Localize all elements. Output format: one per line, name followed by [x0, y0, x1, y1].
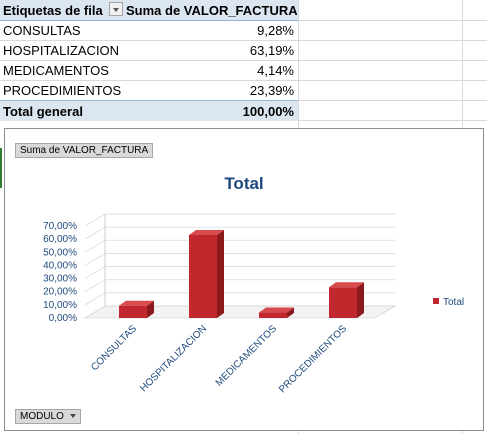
x-tick-label: PROCEDIMIENTOS [277, 323, 349, 395]
pivot-row[interactable]: HOSPITALIZACION 63,19% [0, 40, 298, 60]
total-label: Total general [3, 104, 83, 119]
row-labels-header[interactable]: Etiquetas de fila [3, 3, 103, 18]
value-field-button[interactable]: Suma de VALOR_FACTURA [15, 143, 154, 158]
row-label: HOSPITALIZACION [3, 43, 120, 58]
x-tick-label: CONSULTAS [89, 323, 139, 373]
bar-side [287, 307, 294, 318]
pivot-total-row[interactable]: Total general 100,00% [0, 100, 298, 121]
gridline [0, 60, 487, 61]
y-gridline [84, 292, 395, 306]
axis-field-button-label: MODULO [20, 411, 64, 422]
y-tick-label: 60,00% [43, 234, 77, 245]
bar-top [329, 282, 364, 288]
bar-side [147, 300, 154, 318]
x-tick-label: HOSPITALIZACION [138, 323, 209, 394]
value-field-button-label: Suma de VALOR_FACTURA [20, 145, 149, 156]
y-gridline [84, 266, 395, 279]
pivot-chart[interactable]: Suma de VALOR_FACTURA Total 0,00% 10,00% 20… [4, 128, 484, 431]
legend-swatch [433, 298, 439, 304]
y-tick-label: 30,00% [43, 274, 77, 285]
y-tick-label: 10,00% [43, 300, 77, 311]
y-tick-label: 50,00% [43, 247, 77, 258]
filter-dropdown-button[interactable] [109, 2, 123, 16]
bar-side [217, 229, 224, 318]
pivot-row[interactable]: MEDICAMENTOS 4,14% [0, 60, 298, 80]
y-gridline [84, 279, 395, 293]
bar [119, 305, 147, 318]
bar-top [259, 307, 294, 313]
row-value: 9,28% [257, 23, 294, 38]
y-tick-label: 70,00% [43, 221, 77, 232]
bar-top [119, 300, 154, 306]
pivot-header-row: Etiquetas de fila Suma de VALOR_FACTURA [0, 0, 298, 21]
value-field-header[interactable]: Suma de VALOR_FACTURA [126, 3, 298, 18]
pivot-row[interactable]: CONSULTAS 9,28% [0, 20, 298, 40]
y-gridline [84, 305, 395, 319]
bar [329, 287, 357, 318]
chart-plot: Total 0,00% 10,00% 20,00% 30,00% 40,00% 50,00%… [43, 174, 464, 395]
y-tick-label: 20,00% [43, 287, 77, 298]
row-value: 4,14% [257, 63, 294, 78]
bar [259, 312, 287, 318]
row-value: 23,39% [249, 83, 294, 98]
chevron-down-icon [69, 414, 76, 419]
bar [189, 234, 217, 318]
y-tick-label: 0,00% [49, 313, 77, 324]
x-tick-label: MEDICAMENTOS [214, 323, 280, 389]
axis-field-button[interactable]: MODULO [15, 409, 81, 424]
y-gridline [84, 239, 395, 253]
y-gridline [84, 226, 395, 240]
row-value: 63,19% [249, 43, 294, 58]
y-gridline [84, 253, 395, 266]
gridline [0, 80, 487, 81]
y-tick-label: 40,00% [43, 260, 77, 271]
selection-marker [0, 148, 2, 188]
bar-side [357, 282, 364, 318]
row-label: CONSULTAS [3, 23, 81, 38]
legend-label: Total [443, 297, 464, 308]
row-label: MEDICAMENTOS [3, 63, 109, 78]
y-gridline [84, 213, 395, 227]
bar-top [189, 229, 224, 235]
chart-title: Total [224, 174, 263, 193]
gridline [0, 40, 487, 41]
total-value: 100,00% [242, 104, 294, 119]
pivot-row[interactable]: PROCEDIMIENTOS 23,39% [0, 80, 298, 100]
row-label: PROCEDIMIENTOS [3, 83, 122, 98]
